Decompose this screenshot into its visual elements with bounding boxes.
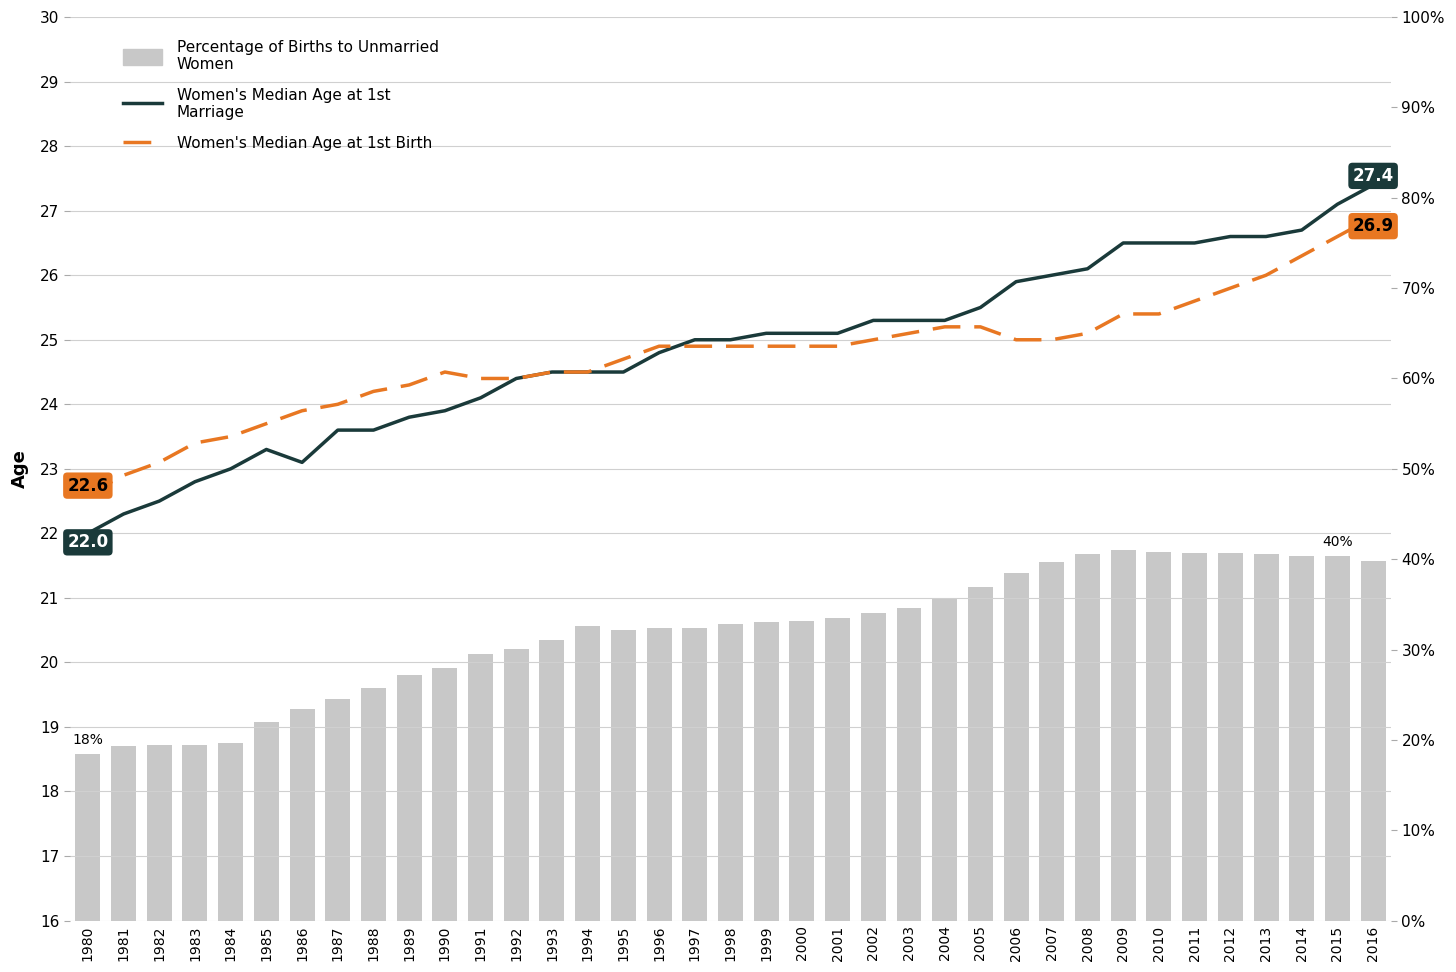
Bar bbox=[1146, 552, 1172, 920]
Bar bbox=[718, 624, 743, 920]
Bar bbox=[1325, 556, 1350, 920]
Bar bbox=[897, 608, 922, 920]
Bar bbox=[504, 648, 529, 920]
Bar bbox=[1040, 562, 1064, 920]
Bar bbox=[932, 598, 957, 920]
Bar bbox=[540, 641, 565, 920]
Bar bbox=[826, 618, 850, 920]
Bar bbox=[860, 613, 885, 920]
Bar bbox=[218, 744, 243, 920]
Bar bbox=[76, 754, 100, 920]
Bar bbox=[253, 722, 280, 920]
Text: 22.0: 22.0 bbox=[67, 534, 108, 551]
Bar bbox=[646, 628, 671, 920]
Bar bbox=[1182, 553, 1207, 920]
Bar bbox=[612, 630, 636, 920]
Bar bbox=[968, 587, 993, 920]
Bar bbox=[1289, 556, 1315, 920]
Bar bbox=[1217, 553, 1243, 920]
Bar bbox=[789, 620, 814, 920]
Bar bbox=[182, 746, 207, 920]
Bar bbox=[467, 654, 494, 920]
Text: 18%: 18% bbox=[73, 733, 103, 747]
Bar bbox=[1111, 550, 1136, 920]
Bar bbox=[290, 710, 314, 920]
Bar bbox=[361, 688, 386, 920]
Bar bbox=[683, 628, 708, 920]
Y-axis label: Age: Age bbox=[12, 449, 29, 488]
Legend: Percentage of Births to Unmarried
Women, Women's Median Age at 1st
Marriage, Wom: Percentage of Births to Unmarried Women,… bbox=[118, 34, 446, 157]
Text: 40%: 40% bbox=[1322, 536, 1353, 549]
Bar bbox=[1360, 561, 1386, 920]
Bar bbox=[1075, 554, 1099, 920]
Text: 27.4: 27.4 bbox=[1353, 167, 1393, 185]
Bar bbox=[111, 746, 135, 920]
Bar bbox=[1254, 554, 1278, 920]
Bar bbox=[575, 626, 600, 920]
Text: 22.6: 22.6 bbox=[67, 476, 108, 495]
Bar bbox=[325, 699, 351, 920]
Bar bbox=[147, 746, 172, 920]
Bar bbox=[432, 668, 457, 920]
Bar bbox=[396, 675, 422, 920]
Bar bbox=[1003, 573, 1028, 920]
Bar bbox=[754, 622, 779, 920]
Text: 26.9: 26.9 bbox=[1353, 217, 1393, 235]
